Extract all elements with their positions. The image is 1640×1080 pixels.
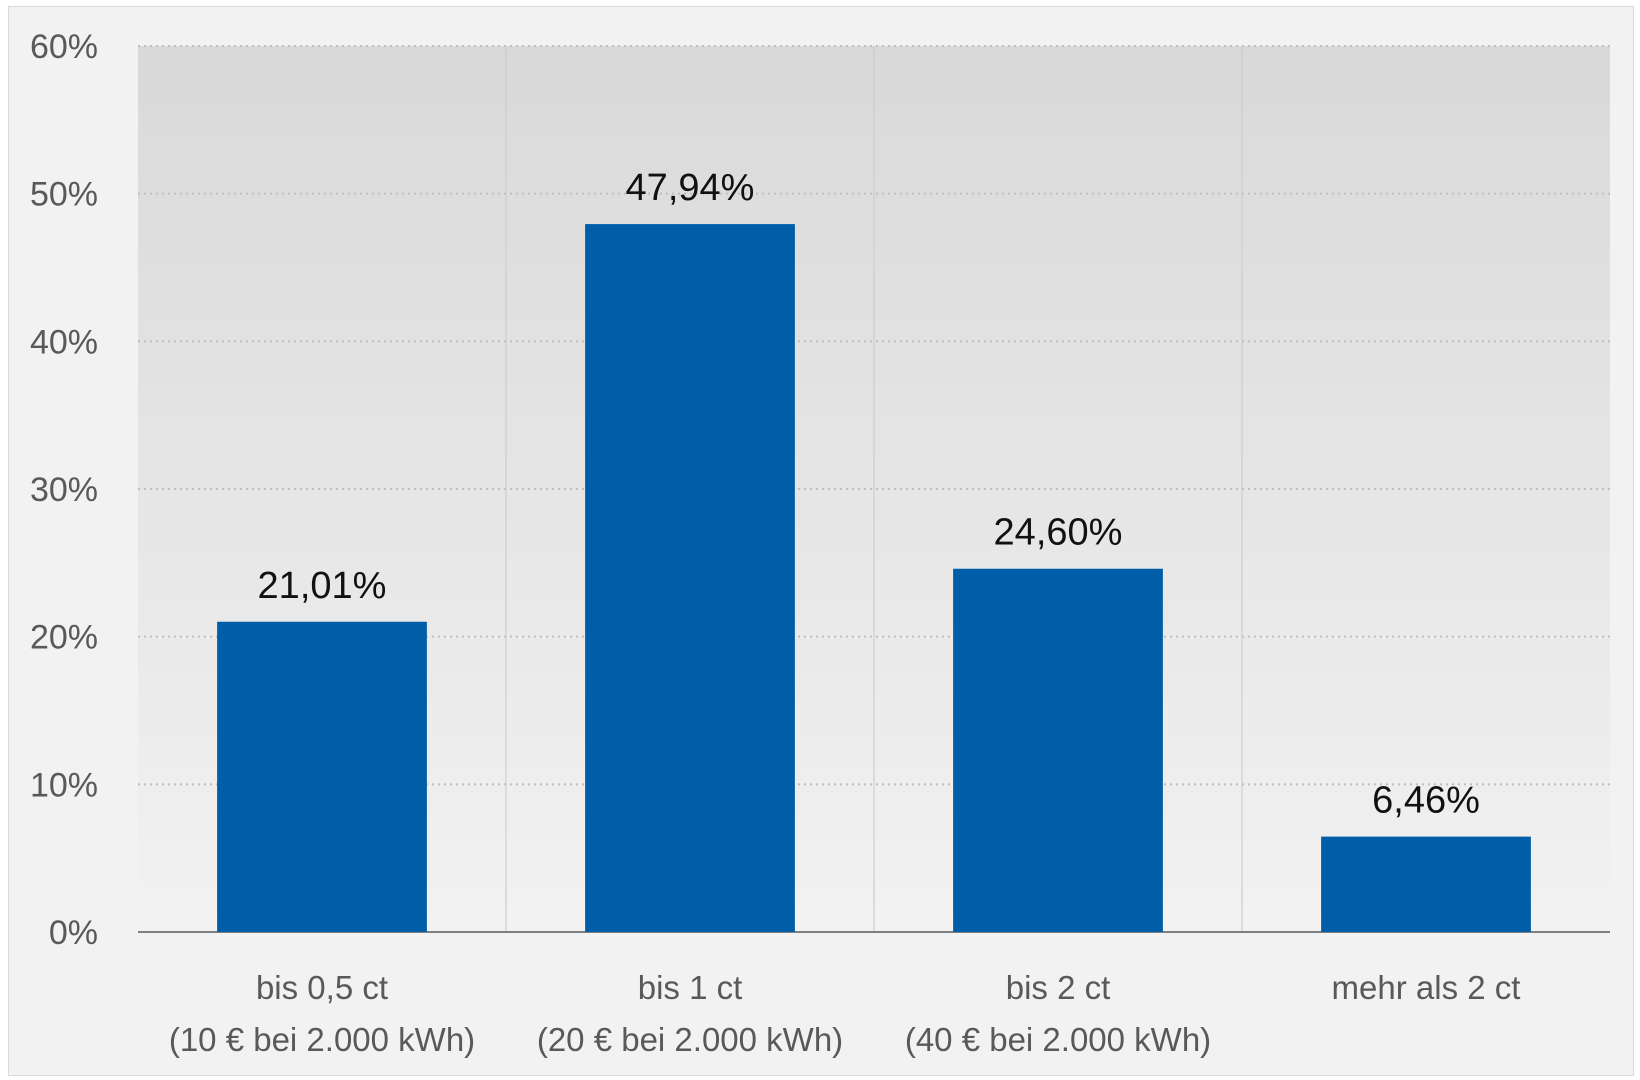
x-category-label-line: bis 1 ct: [638, 969, 743, 1006]
data-label: 6,46%: [1372, 780, 1480, 822]
y-tick-label: 0%: [49, 914, 98, 952]
x-category-label-line: (20 € bei 2.000 kWh): [537, 1021, 843, 1058]
x-category-label-line: (40 € bei 2.000 kWh): [905, 1021, 1211, 1058]
data-label: 47,94%: [626, 167, 755, 209]
data-label: 21,01%: [258, 565, 387, 607]
y-tick-label: 60%: [30, 28, 98, 66]
x-category-label: bis 0,5 ct (10 € bei 2.000 kWh): [169, 969, 475, 1058]
data-label: 24,60%: [994, 512, 1123, 554]
x-category-label: mehr als 2 ct: [1332, 969, 1521, 1006]
y-tick-label: 20%: [30, 619, 98, 657]
x-category-label-line: mehr als 2 ct: [1332, 969, 1521, 1006]
y-tick-label: 30%: [30, 471, 98, 509]
x-category-label-line: bis 2 ct: [1006, 969, 1111, 1006]
x-category-label-line: (10 € bei 2.000 kWh): [169, 1021, 475, 1058]
x-axis-categories: bis 0,5 ct (10 € bei 2.000 kWh) bis 1 ct (2…: [169, 969, 1521, 1058]
bar: [217, 621, 427, 932]
bar: [1321, 836, 1531, 932]
y-tick-label: 10%: [30, 766, 98, 804]
x-category-label-line: bis 0,5 ct: [256, 969, 388, 1006]
data-labels: 21,01% 47,94% 24,60% 6,46%: [258, 167, 1480, 822]
x-category-label: bis 1 ct (20 € bei 2.000 kWh): [537, 969, 843, 1058]
bars: [217, 224, 1531, 932]
y-tick-label: 40%: [30, 323, 98, 361]
y-axis-ticks: 0% 10% 20% 30% 40% 50% 60%: [30, 28, 98, 952]
x-category-label: bis 2 ct (40 € bei 2.000 kWh): [905, 969, 1211, 1058]
y-tick-label: 50%: [30, 176, 98, 214]
bar: [585, 224, 795, 932]
bar: [953, 568, 1163, 932]
